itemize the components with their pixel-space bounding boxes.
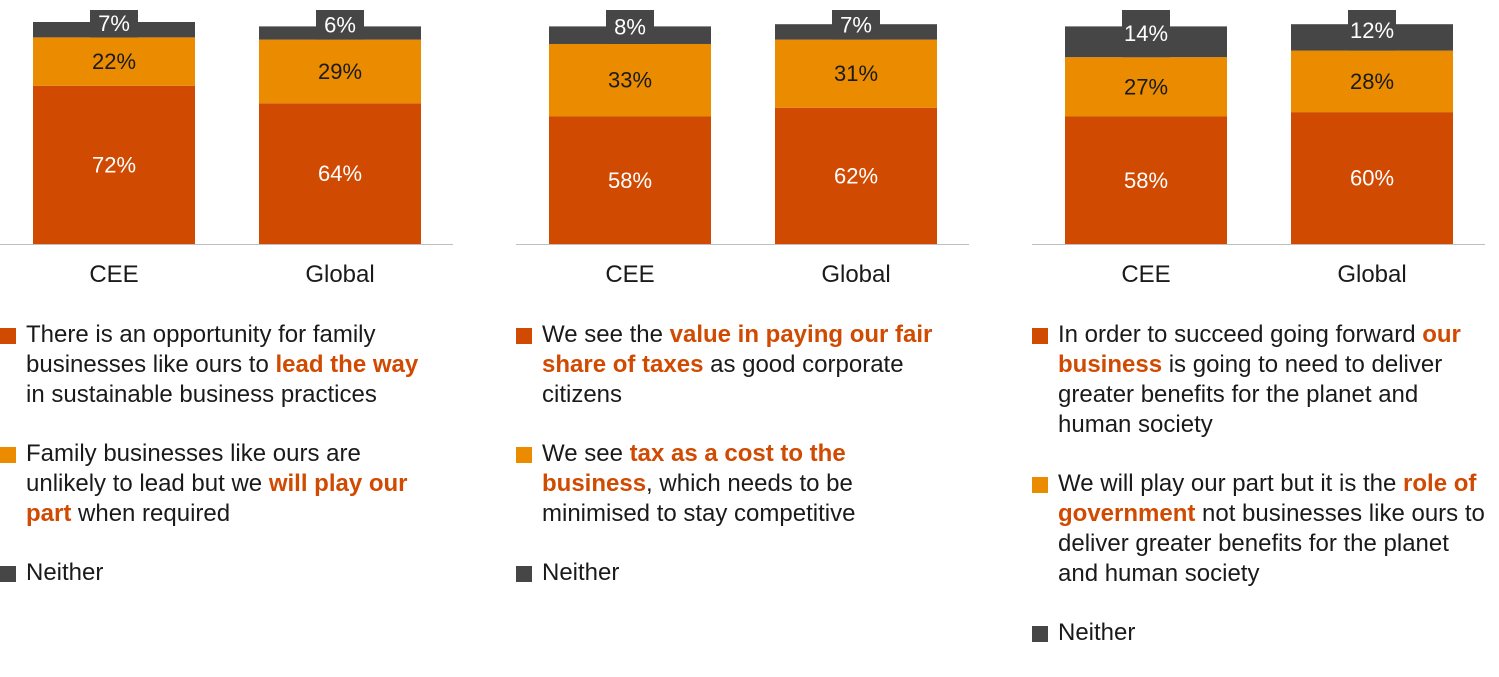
legend-text: Neither [542, 559, 619, 586]
legend-swatch [0, 566, 16, 582]
data-label-neither-global: 6% [324, 12, 356, 37]
legend-text-part: We will play our part but it is the [1058, 470, 1404, 497]
stacked-bar-chart: 72% 22% 7% CEE 64% 29% 6% Global [0, 10, 453, 288]
data-label-role_government-global: 28% [1350, 69, 1394, 94]
bar-segment-role_government-global [1291, 50, 1453, 113]
legend-text-part: Family businesses like ours are unlikely… [26, 440, 361, 497]
legend-text-part: We see [542, 440, 630, 467]
chart-legend: In order to succeed going forward our bu… [1032, 320, 1487, 677]
bar-segment-tax_cost-global [775, 39, 937, 108]
x-tick-label-global: Global [1337, 261, 1406, 288]
x-tick-label-cee: CEE [1121, 261, 1170, 288]
data-label-tab [316, 10, 364, 40]
data-label-tab [606, 10, 654, 44]
chart-panel-taxes: 58% 33% 8% CEE 62% 31% 7% Global We see the val… [516, 0, 976, 661]
bar-segment-opportunity-cee [33, 85, 195, 244]
legend-text-part: not businesses like ours to deliver grea… [1058, 500, 1485, 587]
legend-item-play_part: Family businesses like ours are unlikely… [0, 439, 440, 529]
bar-segment-value_taxes-cee [549, 116, 711, 244]
data-label-value_taxes-global: 62% [834, 163, 878, 188]
legend-text-part: Neither [26, 559, 104, 586]
legend-swatch [1032, 477, 1048, 493]
data-label-tab [1122, 10, 1170, 58]
legend-item-tax_cost: We see tax as a cost to the business, wh… [516, 439, 936, 529]
data-label-opportunity-cee: 72% [92, 152, 136, 177]
legend-text-part: Neither [1058, 619, 1136, 646]
legend-item-opportunity: There is an opportunity for family busin… [0, 320, 440, 410]
legend-text-part: There is an opportunity for family busin… [26, 321, 376, 378]
bar-segment-play_part-cee [33, 37, 195, 86]
data-label-neither-global: 12% [1350, 18, 1394, 43]
bar-segment-opportunity-global [259, 103, 421, 245]
legend-swatch [0, 447, 16, 463]
bar-segment-value_taxes-global [775, 107, 937, 244]
chart-legend: We see the value in paying our fair shar… [516, 320, 936, 617]
data-label-neither-global: 7% [840, 12, 872, 37]
data-label-neither-cee: 8% [614, 14, 646, 39]
data-label-tax_cost-global: 31% [834, 61, 878, 86]
legend-item-role_government: We will play our part but it is the role… [1032, 469, 1487, 589]
data-label-tax_cost-cee: 33% [608, 68, 652, 93]
legend-item-our_business: In order to succeed going forward our bu… [1032, 320, 1487, 440]
data-label-our_business-cee: 58% [1124, 168, 1168, 193]
legend-highlight-text: lead the way [275, 351, 419, 378]
legend-highlight-text: role of government [1058, 470, 1477, 527]
legend-item-neither: Neither [1032, 618, 1487, 648]
x-tick-label-cee: CEE [605, 261, 654, 288]
legend-highlight-text: will play our part [26, 470, 408, 527]
legend-highlight-text: our business [1058, 321, 1461, 378]
legend-text: We will play our part but it is the role… [1058, 470, 1485, 587]
x-tick-label-cee: CEE [89, 261, 138, 288]
bar-segment-role_government-cee [1065, 57, 1227, 117]
legend-text-part: as good corporate citizens [542, 351, 904, 408]
x-tick-label-global: Global [821, 261, 890, 288]
bar-segment-play_part-global [259, 39, 421, 104]
data-label-play_part-global: 29% [318, 59, 362, 84]
bar-segment-tax_cost-cee [549, 43, 711, 117]
legend-highlight-text: tax as a cost to the business [542, 440, 846, 497]
legend-text: Neither [1058, 619, 1135, 646]
data-label-our_business-global: 60% [1350, 166, 1394, 191]
legend-text: Neither [26, 559, 103, 586]
chart-legend: There is an opportunity for family busin… [0, 320, 440, 617]
legend-text-part: We see the [542, 321, 670, 348]
data-label-neither-cee: 7% [98, 11, 130, 36]
stacked-bar-chart: 58% 27% 14% CEE 60% 28% 12% Global [1032, 10, 1485, 288]
legend-item-neither: Neither [0, 558, 440, 588]
legend-swatch [0, 328, 16, 344]
data-label-tab [90, 10, 138, 38]
bar-segment-our_business-cee [1065, 116, 1227, 244]
legend-text: We see tax as a cost to the business, wh… [542, 440, 855, 527]
chart-panel-planet: 58% 27% 14% CEE 60% 28% 12% Global In order to … [1032, 0, 1492, 661]
data-label-play_part-cee: 22% [92, 49, 136, 74]
legend-item-neither: Neither [516, 558, 936, 588]
chart-panel-sustainability: 72% 22% 7% CEE 64% 29% 6% Global There is an op… [0, 0, 460, 661]
legend-swatch [1032, 328, 1048, 344]
data-label-value_taxes-cee: 58% [608, 168, 652, 193]
legend-swatch [516, 447, 532, 463]
legend-highlight-text: value in paying our fair share of taxes [542, 321, 933, 378]
legend-swatch [1032, 626, 1048, 642]
data-label-neither-cee: 14% [1124, 21, 1168, 46]
legend-text-part: Neither [542, 559, 620, 586]
data-label-tab [832, 10, 880, 40]
legend-text-part: is going to need to deliver greater bene… [1058, 351, 1443, 438]
legend-item-value_taxes: We see the value in paying our fair shar… [516, 320, 936, 410]
data-label-tab [1348, 10, 1396, 51]
legend-text-part: in sustainable business practices [26, 381, 377, 408]
legend-text-part: , which needs to be minimised to stay co… [542, 470, 856, 527]
legend-text-part: when required [71, 500, 231, 527]
legend-text: Family businesses like ours are unlikely… [26, 440, 408, 527]
stacked-bar-chart: 58% 33% 8% CEE 62% 31% 7% Global [516, 10, 969, 288]
legend-swatch [516, 566, 532, 582]
data-label-opportunity-global: 64% [318, 161, 362, 186]
x-tick-label-global: Global [305, 261, 374, 288]
legend-text: In order to succeed going forward our bu… [1058, 321, 1461, 438]
legend-text: We see the value in paying our fair shar… [542, 321, 932, 408]
legend-swatch [516, 328, 532, 344]
legend-text: There is an opportunity for family busin… [26, 321, 418, 408]
bar-segment-our_business-global [1291, 112, 1453, 245]
legend-text-part: In order to succeed going forward [1058, 321, 1423, 348]
data-label-role_government-cee: 27% [1124, 74, 1168, 99]
